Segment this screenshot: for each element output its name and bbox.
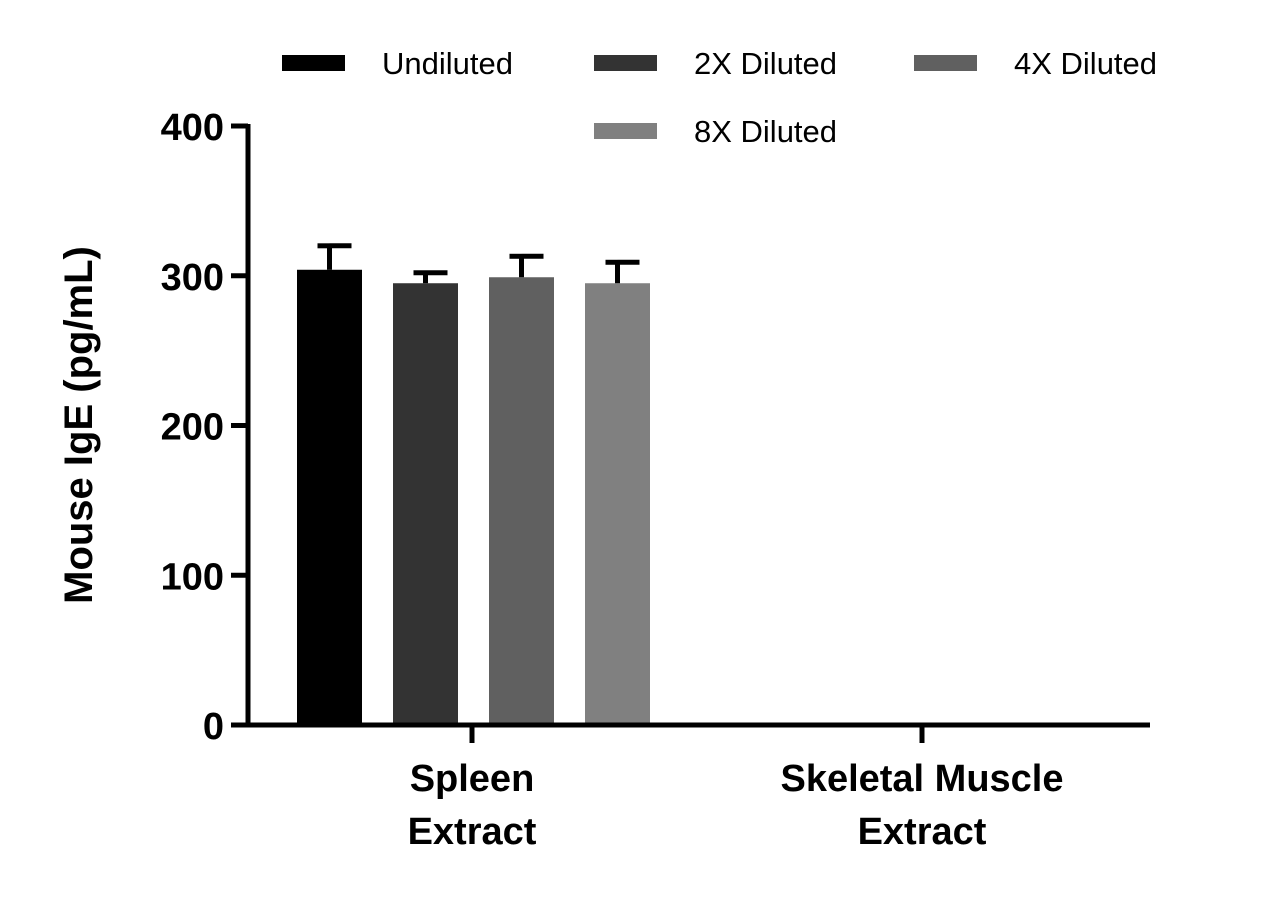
x-tick-label: Extract — [408, 811, 537, 853]
y-tick-label: 100 — [161, 556, 224, 598]
x-tick-label: Skeletal Muscle — [780, 758, 1063, 800]
legend-swatch — [282, 55, 345, 71]
legend-label: 8X Diluted — [694, 114, 837, 149]
legend-swatch — [594, 123, 657, 139]
bar — [489, 277, 554, 725]
bar — [297, 269, 362, 725]
y-tick-label: 0 — [203, 706, 224, 748]
y-tick-label: 200 — [161, 407, 224, 449]
axes-group: 0 100 200 300 400 Spleen Extract Skeletal Muscl… — [161, 107, 1150, 853]
bar — [393, 283, 458, 725]
legend-label: 2X Diluted — [694, 46, 837, 81]
y-tick-label: 300 — [161, 257, 224, 299]
legend-swatch — [914, 55, 977, 71]
bar — [585, 283, 650, 725]
x-tick-label: Spleen — [410, 758, 535, 800]
legend: Undiluted 2X Diluted 4X Diluted 8X Diluted — [282, 46, 1157, 149]
error-bars-group — [317, 243, 640, 284]
bars-group — [297, 269, 650, 725]
y-axis-label: Mouse IgE (pg/mL) — [57, 246, 101, 604]
legend-swatch — [594, 55, 657, 71]
legend-label: 4X Diluted — [1014, 46, 1157, 81]
x-tick-label: Extract — [858, 811, 987, 853]
legend-label: Undiluted — [382, 46, 513, 81]
y-tick-label: 400 — [161, 107, 224, 149]
